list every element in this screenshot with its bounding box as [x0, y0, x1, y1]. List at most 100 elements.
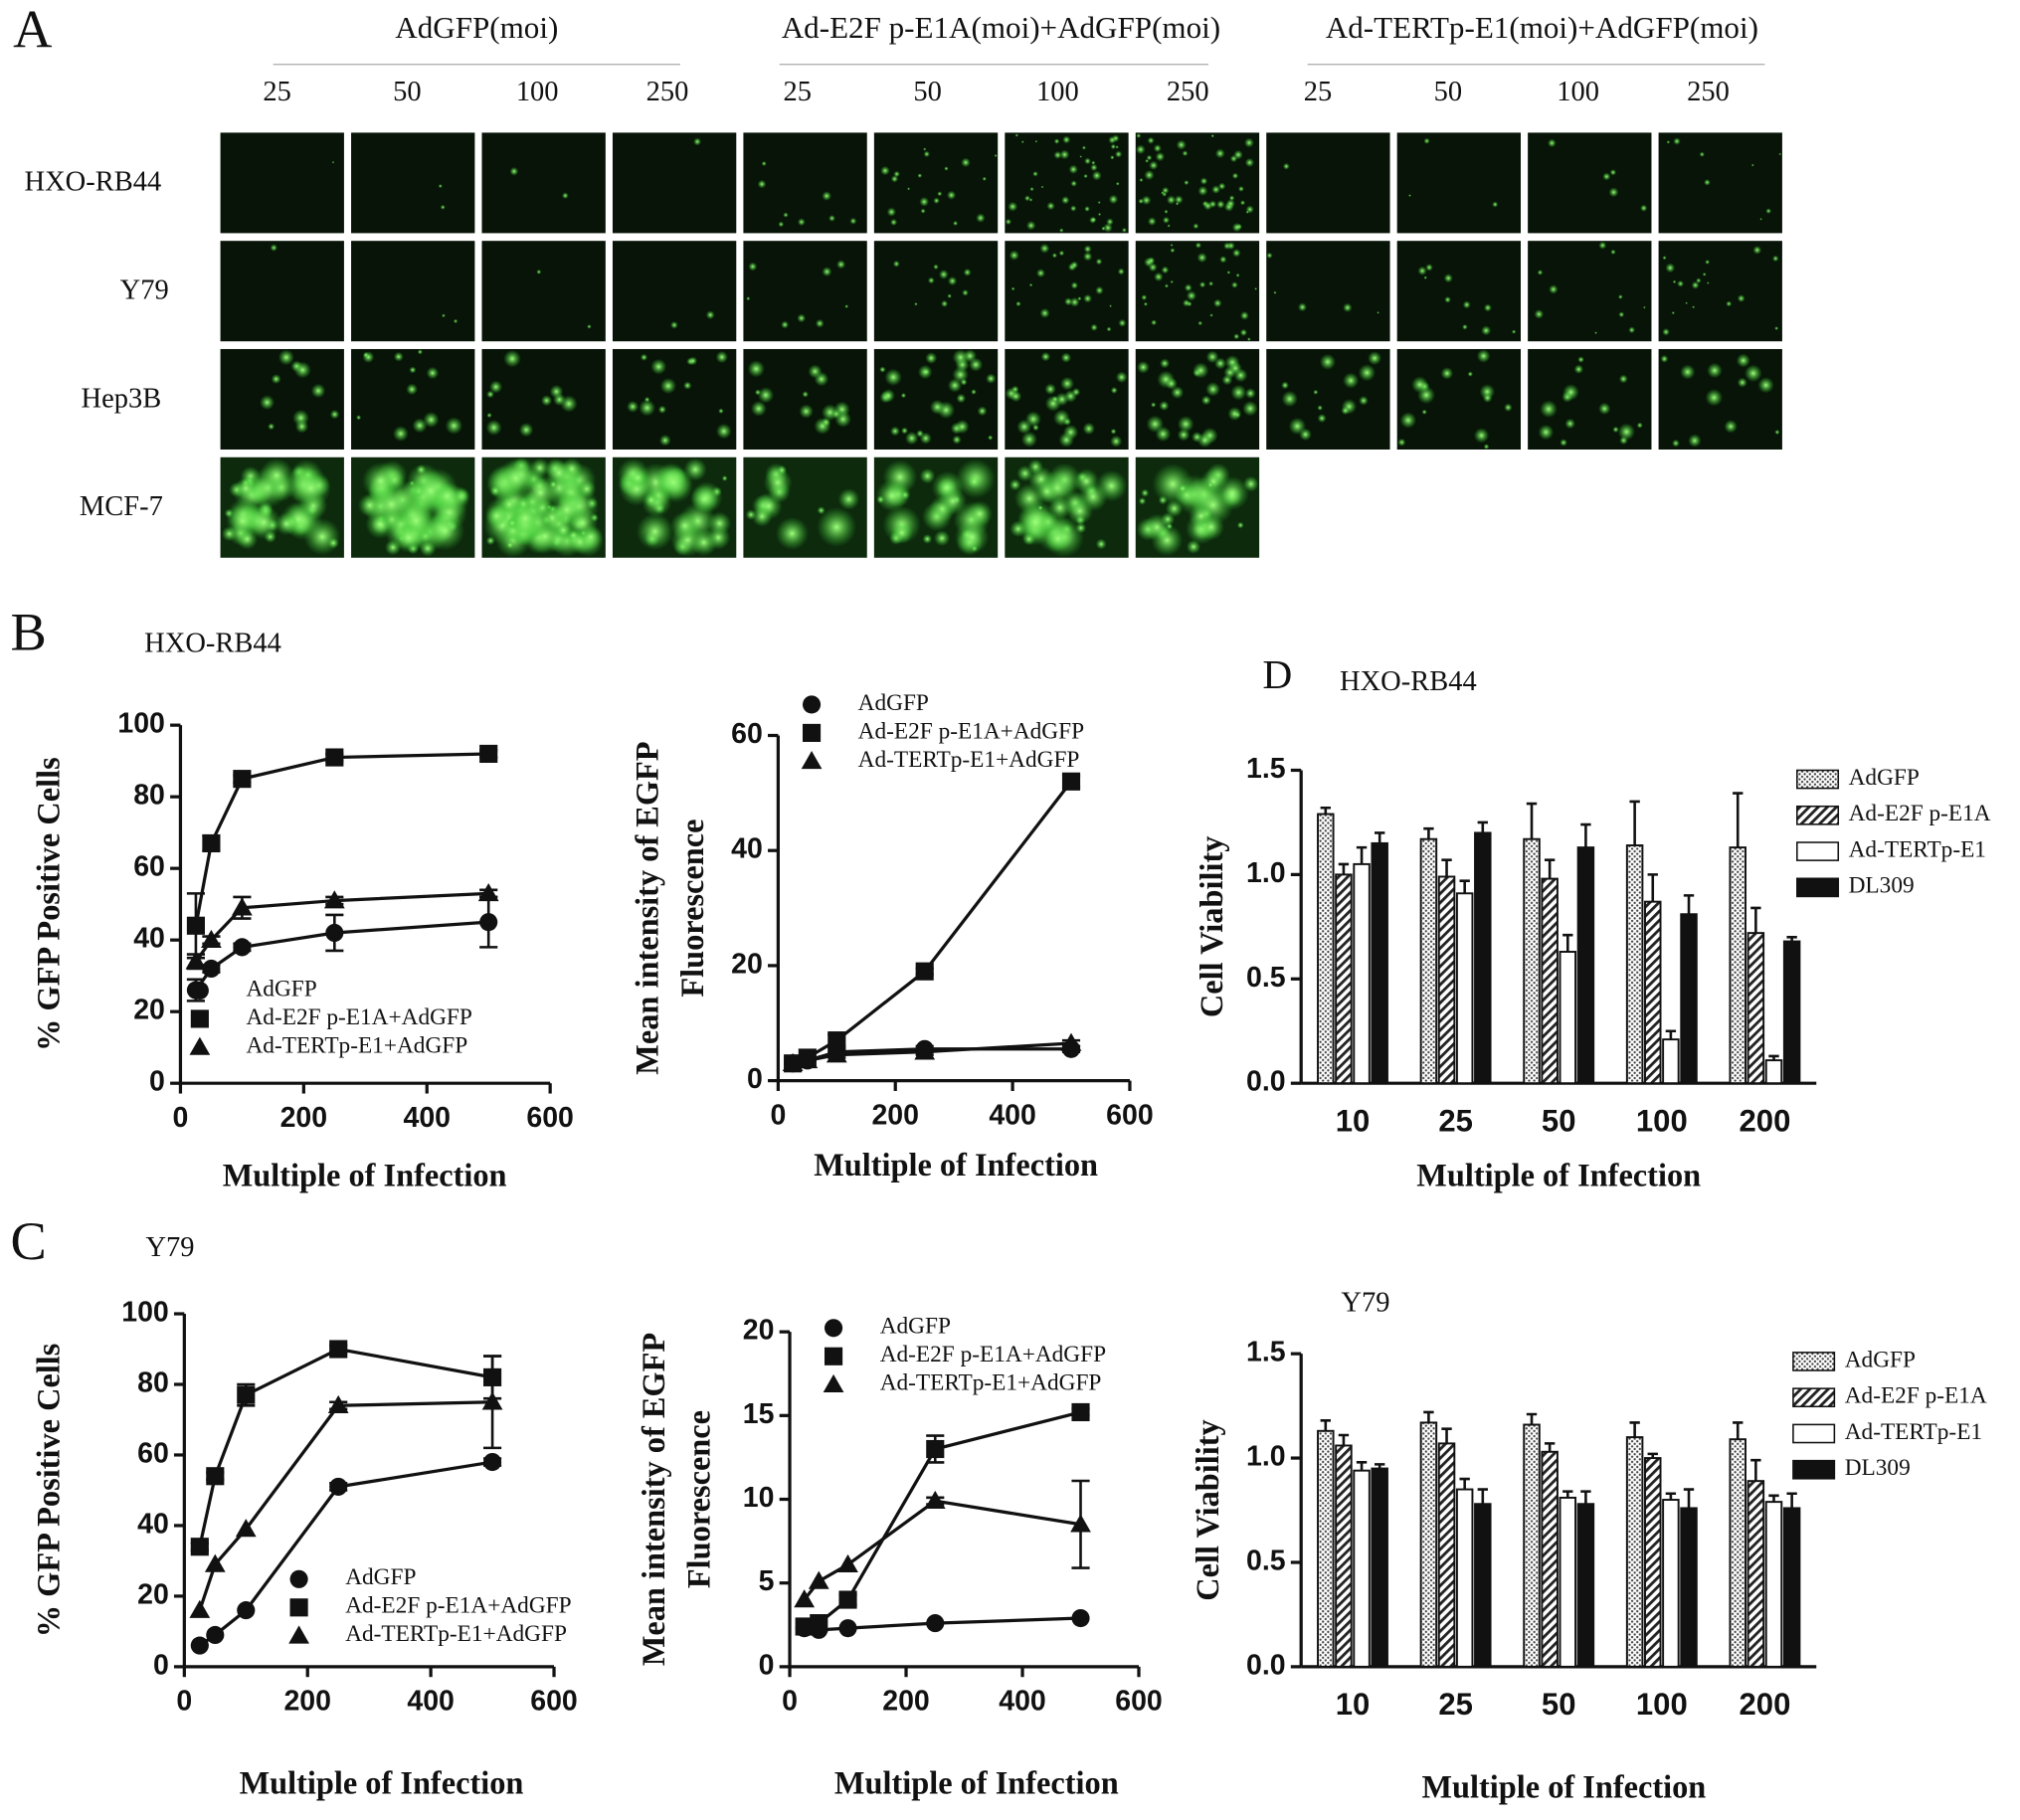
marker: [926, 1614, 945, 1633]
cell-spot: [946, 190, 957, 200]
marker: [186, 916, 205, 935]
cell-spot: [919, 432, 932, 445]
cell-spot: [549, 480, 558, 489]
error-bar: [1683, 1488, 1695, 1509]
cell-spot: [1244, 388, 1256, 399]
cell-spot: [549, 384, 564, 399]
panel-letter: D: [1262, 651, 1292, 697]
cell-spot: [1705, 259, 1711, 265]
cell-spot: [1037, 504, 1043, 511]
legend-label: Ad-E2F p-E1A: [1845, 1383, 1987, 1409]
cell-spot: [1213, 357, 1227, 370]
cell-spot: [1417, 266, 1427, 275]
cell-spot: [1081, 145, 1087, 150]
error-bar: [1338, 862, 1350, 875]
cell-spot: [1534, 309, 1545, 319]
cell-spot: [1141, 195, 1152, 206]
cell-spot: [1254, 286, 1258, 290]
cell-spot: [1602, 172, 1611, 181]
marker: [202, 959, 221, 979]
marker: [1071, 1608, 1090, 1628]
cell-spot: [627, 400, 640, 413]
y-tick-label: 0.5: [1246, 1546, 1286, 1577]
cell-spot: [808, 364, 823, 379]
marker: [237, 1601, 256, 1620]
cell-spot: [1231, 222, 1242, 233]
y-tick-label: 0: [747, 1063, 763, 1095]
moi-label: 100: [1036, 77, 1079, 107]
cell-spot: [890, 175, 899, 183]
legend-label: Ad-E2F p-E1A+AdGFP: [880, 1342, 1106, 1367]
cell-spot: [1244, 157, 1255, 168]
cell-spot: [1359, 395, 1369, 406]
cell-spot: [643, 396, 650, 403]
cell-spot: [920, 208, 926, 214]
cell-spot: [1217, 182, 1226, 191]
cell-spot: [1538, 424, 1555, 441]
cell-spot: [1139, 177, 1144, 183]
cell-spot: [1203, 201, 1212, 211]
cell-spot: [453, 318, 459, 324]
cell-spot: [1560, 439, 1567, 447]
x-tick-label: 200: [1740, 1687, 1791, 1722]
cell-spot: [923, 150, 931, 158]
cell-spot: [1288, 417, 1307, 436]
cell-spot: [1481, 325, 1492, 336]
cell-spot: [1231, 281, 1238, 288]
cell-spot: [486, 412, 492, 419]
cell-spot: [1091, 160, 1096, 165]
micrograph: [351, 348, 475, 450]
cell-spot: [1617, 423, 1636, 441]
cell-spot: [1090, 323, 1098, 332]
cell-spot: [271, 374, 281, 385]
cell-spot: [1699, 151, 1705, 157]
micrograph: [1005, 241, 1129, 342]
cell-spot: [976, 213, 986, 223]
marker: [206, 1467, 225, 1486]
cell-spot: [1765, 208, 1772, 215]
cell-spot: [1774, 326, 1779, 331]
cell-spot: [750, 400, 767, 417]
marker: [797, 1049, 819, 1069]
cell-spot: [1242, 400, 1258, 417]
cell-spot: [748, 262, 758, 272]
x-tick-label: 0: [176, 1686, 192, 1718]
marker: [185, 951, 207, 970]
cell-spot: [890, 521, 913, 544]
cell-spot: [1141, 294, 1148, 301]
error-bar: [1526, 1412, 1538, 1425]
cell-spot: [1757, 377, 1774, 394]
cell-spot: [900, 427, 909, 435]
row-label: MCF-7: [80, 491, 163, 522]
marker: [325, 923, 344, 943]
panel-letter: C: [10, 1211, 46, 1271]
micrograph: [1528, 132, 1652, 234]
cell-spot: [489, 484, 501, 497]
moi-label: 25: [1304, 77, 1332, 107]
cell-spot: [1640, 204, 1648, 212]
cell-spot: [1219, 256, 1227, 264]
cell-spot: [486, 390, 495, 399]
y-tick-label: 1.0: [1246, 857, 1286, 889]
marker: [235, 1519, 257, 1538]
legend-marker: [289, 1569, 308, 1588]
cell-spot: [1150, 402, 1157, 408]
cell-spot: [1176, 139, 1187, 150]
micrograph: [481, 241, 606, 342]
cell-spot: [1672, 279, 1677, 284]
cell-spot: [947, 378, 963, 393]
cell-spot: [1231, 249, 1241, 258]
series-line: [803, 1499, 1081, 1601]
cell-spot: [658, 434, 671, 447]
cell-spot: [1170, 279, 1174, 284]
cell-spot: [1196, 252, 1207, 264]
cell-spot: [1032, 170, 1038, 177]
cell-spot: [1022, 532, 1036, 546]
cell-spot: [1462, 300, 1471, 309]
cell-spot: [1070, 261, 1079, 270]
cell-spot: [1058, 250, 1065, 257]
bar: [1782, 1507, 1801, 1668]
x-tick-label: 400: [999, 1686, 1046, 1718]
chart-title: HXO-RB44: [144, 628, 281, 658]
micrograph: [1528, 241, 1652, 342]
